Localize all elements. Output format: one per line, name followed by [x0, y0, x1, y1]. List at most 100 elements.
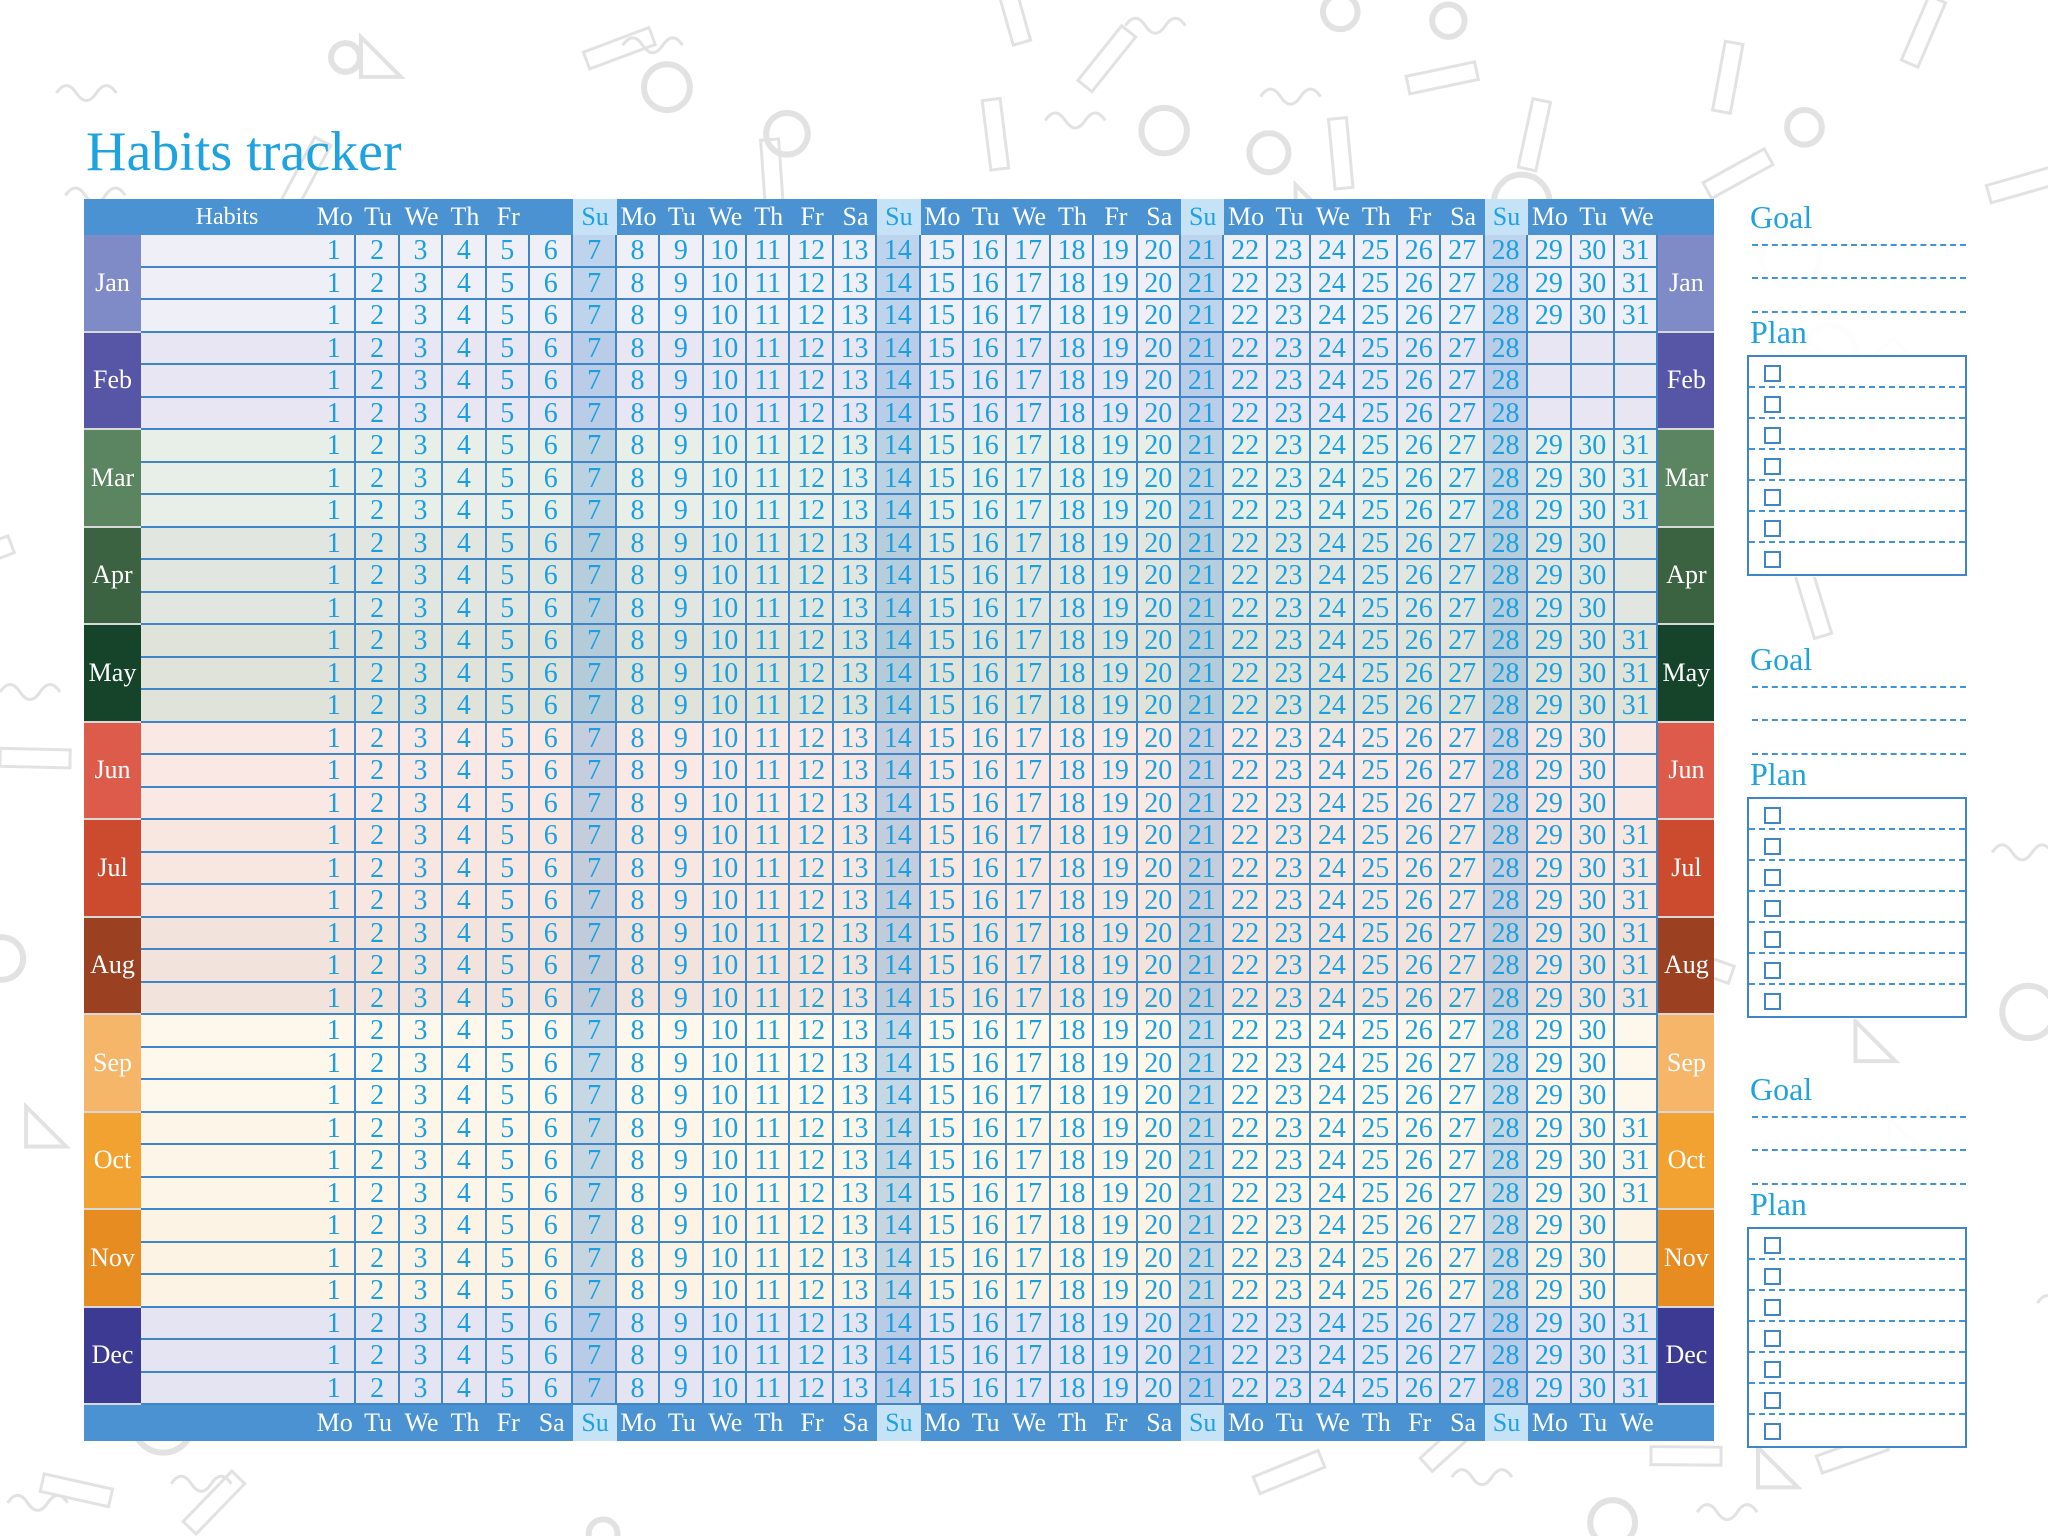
day-checkbox-cell[interactable]: 9: [660, 430, 704, 463]
day-checkbox-cell[interactable]: 16: [964, 1047, 1008, 1080]
day-checkbox-cell[interactable]: 8: [616, 365, 661, 398]
day-checkbox-cell[interactable]: 2: [356, 235, 400, 268]
habit-name-input[interactable]: [141, 1242, 313, 1275]
day-checkbox-cell[interactable]: 13: [833, 1372, 878, 1405]
habit-name-input[interactable]: [141, 1015, 313, 1048]
day-checkbox-cell[interactable]: 7: [573, 560, 617, 593]
plan-item-row[interactable]: [1749, 419, 1965, 450]
day-checkbox-cell[interactable]: 6: [530, 560, 574, 593]
day-checkbox-cell[interactable]: 24: [1311, 885, 1355, 918]
day-checkbox-cell[interactable]: 23: [1267, 1340, 1312, 1373]
day-checkbox-cell[interactable]: 12: [790, 1210, 834, 1243]
day-checkbox-cell[interactable]: 31: [1615, 267, 1659, 300]
day-checkbox-cell[interactable]: 13: [833, 690, 878, 723]
checkbox[interactable]: [1764, 1237, 1781, 1254]
day-checkbox-cell[interactable]: 4: [443, 300, 487, 333]
habit-name-input[interactable]: [141, 430, 313, 463]
day-checkbox-cell[interactable]: 5: [486, 397, 530, 430]
day-checkbox-cell[interactable]: 5: [486, 1112, 530, 1145]
day-checkbox-cell[interactable]: 18: [1050, 917, 1095, 950]
day-checkbox-cell[interactable]: 9: [660, 1340, 704, 1373]
day-checkbox-cell[interactable]: 21: [1181, 235, 1225, 268]
plan-item-row[interactable]: [1749, 1322, 1965, 1353]
day-checkbox-cell[interactable]: 12: [790, 1340, 834, 1373]
day-checkbox-cell[interactable]: 2: [356, 1080, 400, 1113]
day-checkbox-cell[interactable]: 18: [1050, 722, 1095, 755]
day-checkbox-cell[interactable]: 21: [1181, 1015, 1225, 1048]
day-checkbox-cell[interactable]: 4: [443, 267, 487, 300]
day-checkbox-cell[interactable]: 13: [833, 885, 878, 918]
day-checkbox-cell[interactable]: 23: [1267, 657, 1312, 690]
day-checkbox-cell[interactable]: 2: [356, 300, 400, 333]
day-checkbox-cell[interactable]: 5: [486, 300, 530, 333]
day-checkbox-cell[interactable]: 30: [1571, 560, 1615, 593]
day-checkbox-cell[interactable]: 31: [1615, 1145, 1659, 1178]
day-checkbox-cell[interactable]: 13: [833, 495, 878, 528]
day-checkbox-cell[interactable]: 3: [399, 267, 444, 300]
day-checkbox-cell[interactable]: 21: [1181, 1112, 1225, 1145]
day-checkbox-cell[interactable]: 31: [1615, 625, 1659, 658]
day-checkbox-cell[interactable]: 25: [1354, 495, 1398, 528]
day-checkbox-cell[interactable]: 11: [747, 820, 791, 853]
day-checkbox-cell[interactable]: 12: [790, 787, 834, 820]
day-checkbox-cell[interactable]: 5: [486, 527, 530, 560]
day-checkbox-cell[interactable]: 15: [920, 592, 964, 625]
day-checkbox-cell[interactable]: 13: [833, 592, 878, 625]
day-checkbox-cell[interactable]: 22: [1224, 592, 1268, 625]
habit-name-input[interactable]: [141, 755, 313, 788]
plan-item-row[interactable]: [1749, 1260, 1965, 1291]
day-checkbox-cell[interactable]: 26: [1398, 462, 1442, 495]
day-checkbox-cell[interactable]: 6: [530, 1210, 574, 1243]
day-checkbox-cell[interactable]: 3: [399, 1177, 444, 1210]
day-checkbox-cell[interactable]: 16: [964, 560, 1008, 593]
day-checkbox-cell[interactable]: 8: [616, 1080, 661, 1113]
day-checkbox-cell[interactable]: 14: [877, 462, 921, 495]
day-checkbox-cell[interactable]: 15: [920, 787, 964, 820]
day-checkbox-cell[interactable]: 26: [1398, 300, 1442, 333]
day-checkbox-cell[interactable]: 28: [1484, 592, 1529, 625]
day-checkbox-cell[interactable]: 6: [530, 1177, 574, 1210]
day-checkbox-cell[interactable]: 29: [1528, 852, 1572, 885]
day-checkbox-cell[interactable]: 3: [399, 852, 444, 885]
day-checkbox-cell[interactable]: 5: [486, 495, 530, 528]
day-checkbox-cell[interactable]: 15: [920, 1307, 964, 1340]
day-checkbox-cell[interactable]: 15: [920, 1275, 964, 1308]
day-checkbox-cell[interactable]: 13: [833, 820, 878, 853]
day-checkbox-cell[interactable]: 6: [530, 1307, 574, 1340]
day-checkbox-cell[interactable]: 26: [1398, 982, 1442, 1015]
day-checkbox-cell[interactable]: 29: [1528, 917, 1572, 950]
day-checkbox-cell[interactable]: 28: [1484, 495, 1529, 528]
day-checkbox-cell[interactable]: 5: [486, 982, 530, 1015]
day-checkbox-cell[interactable]: 3: [399, 982, 444, 1015]
day-checkbox-cell[interactable]: 8: [616, 1372, 661, 1405]
day-checkbox-cell[interactable]: 21: [1181, 982, 1225, 1015]
day-checkbox-cell[interactable]: 5: [486, 1080, 530, 1113]
habit-name-input[interactable]: [141, 300, 313, 333]
day-checkbox-cell[interactable]: 13: [833, 1112, 878, 1145]
day-checkbox-cell[interactable]: 19: [1094, 1145, 1138, 1178]
day-checkbox-cell[interactable]: 13: [833, 950, 878, 983]
day-checkbox-cell[interactable]: 3: [399, 1210, 444, 1243]
day-checkbox-cell[interactable]: 10: [703, 1015, 747, 1048]
checkbox[interactable]: [1764, 551, 1781, 568]
day-checkbox-cell[interactable]: 18: [1050, 527, 1095, 560]
day-checkbox-cell[interactable]: 21: [1181, 332, 1225, 365]
day-checkbox-cell[interactable]: 20: [1137, 1242, 1181, 1275]
day-checkbox-cell[interactable]: 15: [920, 820, 964, 853]
day-checkbox-cell[interactable]: 25: [1354, 885, 1398, 918]
day-checkbox-cell[interactable]: 12: [790, 560, 834, 593]
day-checkbox-cell[interactable]: 25: [1354, 1145, 1398, 1178]
day-checkbox-cell[interactable]: 19: [1094, 657, 1138, 690]
day-checkbox-cell[interactable]: 7: [573, 1015, 617, 1048]
day-checkbox-cell[interactable]: 24: [1311, 852, 1355, 885]
day-checkbox-cell[interactable]: 18: [1050, 235, 1095, 268]
day-checkbox-cell[interactable]: 20: [1137, 1112, 1181, 1145]
habit-name-input[interactable]: [141, 1112, 313, 1145]
day-checkbox-cell[interactable]: 1: [313, 1047, 357, 1080]
day-checkbox-cell[interactable]: 22: [1224, 755, 1268, 788]
day-checkbox-cell[interactable]: 2: [356, 365, 400, 398]
day-checkbox-cell[interactable]: 4: [443, 527, 487, 560]
day-checkbox-cell[interactable]: 1: [313, 365, 357, 398]
day-checkbox-cell[interactable]: 18: [1050, 982, 1095, 1015]
day-checkbox-cell[interactable]: 31: [1615, 917, 1659, 950]
